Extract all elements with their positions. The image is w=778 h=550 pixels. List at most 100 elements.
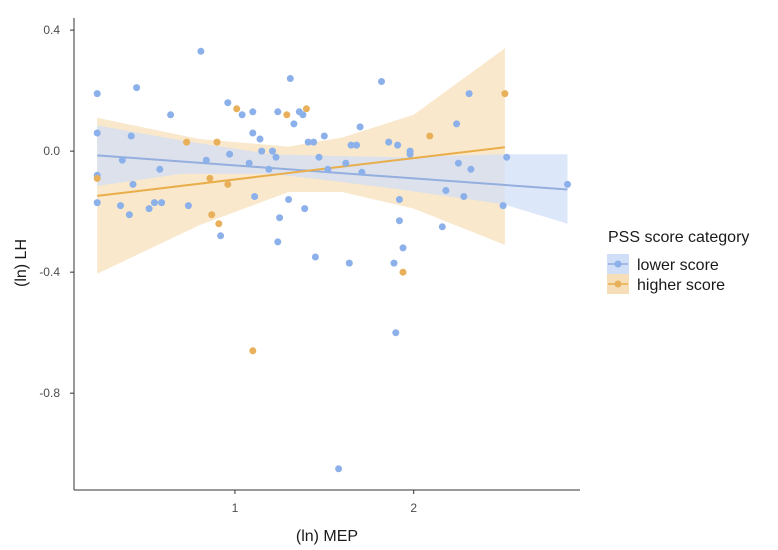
x-axis-title: (ln) MEP [296, 528, 358, 545]
point-lower-score [394, 141, 402, 149]
point-lower-score [342, 159, 350, 167]
point-lower-score [265, 165, 273, 173]
y-tick-label: 0.0 [43, 144, 60, 158]
x-tick-label: 1 [232, 501, 239, 515]
point-lower-score [442, 187, 450, 194]
point-lower-score [299, 111, 307, 119]
point-lower-score [353, 141, 360, 149]
point-lower-score [118, 156, 126, 164]
legend: PSS score category lower score higher sc… [607, 229, 749, 294]
point-higher-score [399, 268, 407, 276]
point-lower-score [347, 141, 355, 149]
y-tick-label: 0.4 [43, 23, 60, 37]
point-higher-score [426, 132, 434, 140]
regression-line-lower-score [97, 154, 568, 191]
point-lower-score [184, 202, 192, 210]
legend-label-higher-score: higher score [637, 277, 725, 294]
y-ticks: 0.4 0.0 -0.4 -0.8 [39, 23, 74, 400]
point-lower-score [133, 84, 141, 92]
point-lower-score [158, 199, 166, 207]
point-higher-score [501, 90, 509, 98]
point-lower-score [251, 193, 259, 200]
point-lower-score [93, 129, 101, 137]
point-lower-score [238, 111, 246, 119]
point-lower-score [395, 196, 403, 203]
point-lower-score [276, 214, 284, 222]
regression-lines [97, 146, 568, 197]
point-higher-score [208, 211, 216, 219]
point-lower-score [258, 147, 266, 155]
point-lower-score [315, 153, 323, 161]
legend-label-lower-score: lower score [637, 257, 719, 274]
point-lower-score [503, 153, 511, 161]
point-lower-score [358, 168, 366, 176]
point-lower-score [93, 199, 101, 207]
point-lower-score [335, 465, 343, 473]
point-lower-score [324, 165, 332, 173]
point-lower-score [301, 205, 309, 213]
point-lower-score [245, 159, 253, 167]
point-lower-score [156, 165, 164, 173]
point-lower-score [499, 202, 507, 210]
point-lower-score [256, 135, 264, 143]
point-higher-score [224, 180, 232, 188]
point-higher-score [283, 111, 291, 119]
point-higher-score [249, 347, 257, 355]
point-lower-score [385, 138, 393, 146]
confidence-band-lower-score [97, 125, 568, 224]
point-lower-score [202, 156, 210, 164]
point-lower-score [269, 147, 276, 155]
point-lower-score [290, 120, 298, 128]
point-lower-score [217, 232, 225, 240]
point-lower-score [304, 138, 312, 146]
regression-line-higher-score [97, 146, 506, 197]
point-higher-score [233, 105, 241, 113]
confidence-bands [97, 48, 568, 274]
x-tick-label: 2 [410, 501, 417, 515]
y-axis-title: (ln) LH [13, 239, 30, 287]
point-lower-score [249, 108, 257, 116]
point-higher-score [213, 138, 221, 146]
point-lower-score [454, 159, 462, 167]
data-points [93, 47, 571, 473]
point-lower-score [129, 180, 137, 188]
point-lower-score [320, 132, 328, 140]
point-lower-score [438, 223, 446, 231]
point-lower-score [311, 253, 319, 261]
point-lower-score [345, 259, 353, 267]
point-lower-score [224, 99, 232, 107]
point-lower-score [453, 120, 461, 128]
point-higher-score [206, 174, 214, 182]
point-lower-score [249, 129, 257, 137]
point-lower-score [93, 90, 101, 98]
point-lower-score [564, 180, 571, 188]
point-lower-score [226, 150, 234, 158]
y-tick-label: -0.4 [39, 265, 60, 279]
point-lower-score [395, 217, 403, 225]
point-lower-score [285, 196, 293, 203]
point-higher-score [183, 138, 191, 146]
point-lower-score [274, 238, 282, 246]
point-lower-score [125, 211, 133, 219]
point-lower-score [127, 132, 135, 140]
point-higher-score [215, 220, 223, 228]
point-lower-score [378, 78, 385, 85]
point-higher-score [302, 105, 310, 113]
point-lower-score [167, 111, 175, 119]
point-lower-score [286, 75, 294, 82]
y-tick-label: -0.8 [39, 386, 60, 400]
point-lower-score [392, 329, 400, 337]
point-lower-score [310, 138, 318, 146]
legend-title: PSS score category [608, 229, 749, 246]
point-higher-score [93, 174, 101, 182]
point-lower-score [151, 199, 158, 207]
point-lower-score [274, 108, 282, 116]
point-lower-score [117, 202, 124, 210]
point-lower-score [390, 259, 398, 267]
point-lower-score [272, 153, 280, 161]
point-lower-score [465, 90, 473, 98]
point-lower-score [145, 205, 153, 213]
